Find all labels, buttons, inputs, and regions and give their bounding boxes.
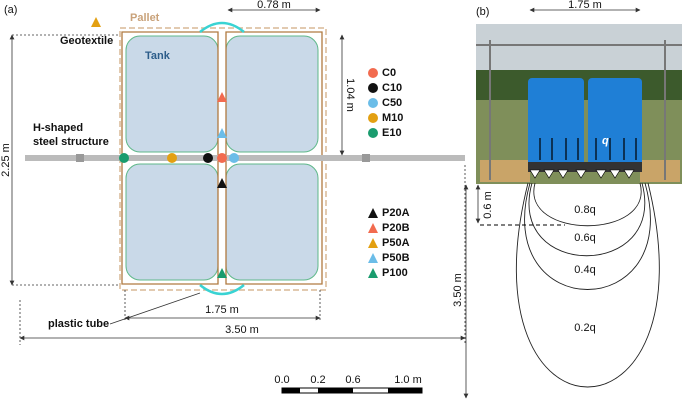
bulb-label: 0.2q — [574, 322, 595, 334]
sensor-triangle — [368, 268, 378, 278]
steel-beam — [25, 155, 465, 161]
dim-label: 1.04 m — [344, 78, 356, 112]
geotextile-label: Geotextile — [60, 35, 113, 47]
scale-label: 1.0 m — [394, 374, 422, 386]
stress-bulbs — [516, 182, 660, 388]
dim-label: 2.25 m — [0, 143, 12, 177]
dim-label: 3.50 m — [452, 273, 464, 307]
sensor-circle — [217, 153, 227, 163]
legend-label: C50 — [382, 97, 402, 109]
sensor-circle — [368, 68, 378, 78]
scale-label: 0.2 — [310, 374, 325, 386]
beam-joint — [76, 154, 84, 162]
legend-label: P50B — [382, 252, 410, 264]
dim-label: 1.75 m — [205, 304, 239, 316]
leader — [109, 292, 201, 325]
legend-label: P100 — [382, 267, 408, 279]
bulb-label: 0.8q — [574, 204, 595, 216]
sensor-triangle — [217, 268, 227, 278]
legend-label: E10 — [382, 127, 402, 139]
legend-label: M10 — [382, 112, 403, 124]
steel-label: H-shaped — [33, 122, 83, 134]
sensor-triangle — [217, 92, 227, 102]
bulb-label: 0.6q — [574, 232, 595, 244]
scale-label: 0.0 — [274, 374, 289, 386]
dim-label: 0.6 m — [482, 191, 494, 219]
sensor-triangle — [368, 223, 378, 233]
scale-label: 0.6 — [345, 374, 360, 386]
steel-label: steel structure — [33, 136, 109, 148]
sensor-triangle — [368, 253, 378, 263]
sensor-circle — [368, 98, 378, 108]
sensor-triangle — [217, 178, 227, 188]
legend: C0 C10 C50 M10 E10 P20A P20B P50A P50B P100 — [368, 67, 410, 279]
dim-label: 3.50 m — [225, 324, 259, 336]
scale-bar — [281, 387, 423, 394]
dim-label: 0.78 m — [257, 0, 291, 11]
legend-label: C0 — [382, 67, 396, 79]
sensor-circle — [368, 83, 378, 93]
beam-joint — [362, 154, 370, 162]
photo — [476, 24, 682, 184]
legend-label: C10 — [382, 82, 402, 94]
sensor-circle — [167, 153, 177, 163]
sensor-triangle — [368, 208, 378, 218]
sensor-circle — [203, 153, 213, 163]
sensor-triangle — [368, 238, 378, 248]
legend-label: P20B — [382, 222, 410, 234]
tank-label: Tank — [145, 50, 171, 62]
pallet-label: Pallet — [130, 12, 160, 24]
legend-label: P50A — [382, 237, 410, 249]
sensor-circle — [368, 113, 378, 123]
panel-label: (b) — [476, 6, 489, 18]
dim-label: 1.75 m — [568, 0, 602, 11]
q-label: q — [602, 135, 609, 147]
legend-label: P20A — [382, 207, 410, 219]
bulb-label: 0.4q — [574, 264, 595, 276]
sensor-circle — [119, 153, 129, 163]
sensor-circle — [368, 128, 378, 138]
sensor-triangle — [91, 17, 101, 27]
sensor-triangle — [217, 128, 227, 138]
sensors — [91, 17, 239, 278]
panel-label: (a) — [4, 4, 17, 16]
tube-label: plastic tube — [48, 318, 109, 330]
tanks — [119, 21, 327, 296]
sensor-circle — [229, 153, 239, 163]
